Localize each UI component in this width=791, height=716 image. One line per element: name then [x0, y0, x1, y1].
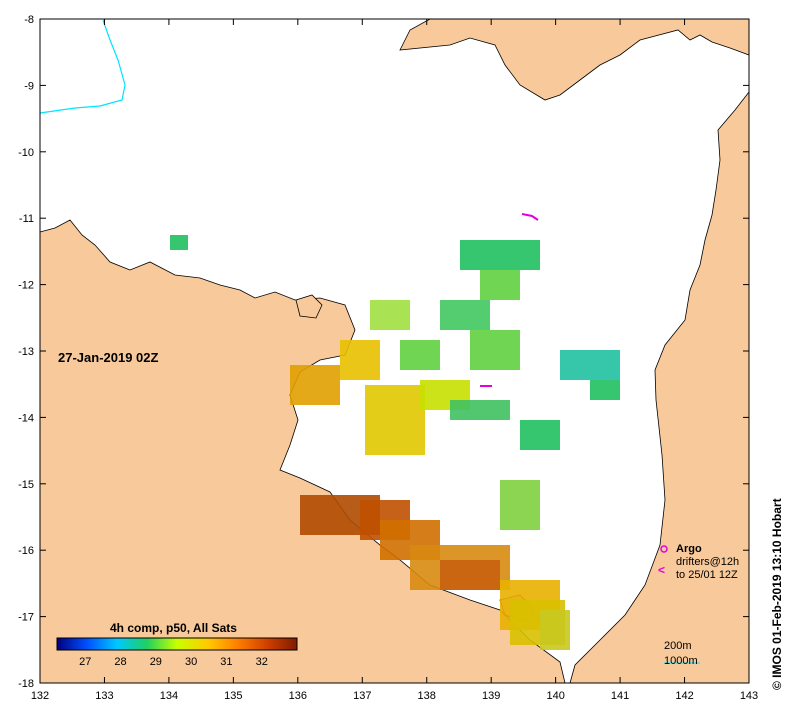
colorbar-title: 4h comp, p50, All Sats [110, 621, 237, 635]
lon-tick-label: 139 [482, 690, 500, 702]
land-east [569, 19, 750, 684]
lat-tick-label: -13 [18, 346, 34, 358]
drifters-legend-line2: to 25/01 12Z [676, 569, 738, 581]
depth-200m-label: 200m [664, 640, 692, 652]
lon-tick-label: 143 [740, 690, 758, 702]
sst-patch [440, 300, 490, 330]
colorbar-tick-label: 32 [256, 656, 268, 668]
lat-tick-label: -17 [18, 612, 34, 624]
colorbar-tick-label: 27 [79, 656, 91, 668]
sst-patch [340, 340, 380, 380]
colorbar-tick-label: 29 [150, 656, 162, 668]
colorbar-tick-label: 30 [185, 656, 197, 668]
drifter-marker: < [658, 563, 665, 577]
sst-patch [365, 385, 425, 455]
sst-patch [290, 365, 340, 405]
sst-patch [170, 235, 188, 250]
lon-tick-label: 142 [675, 690, 693, 702]
sst-patch [480, 270, 520, 300]
sst-patch [400, 340, 440, 370]
sst-patch [560, 350, 620, 380]
drifters-legend-line1: drifters@12h [676, 556, 740, 568]
lon-tick-label: 134 [160, 690, 178, 702]
sst-patch [590, 380, 620, 400]
lat-tick-label: -11 [19, 213, 34, 225]
credit-label: © IMOS 01-Feb-2019 13:10 Hobart [770, 498, 784, 690]
lat-tick-label: -14 [18, 412, 34, 424]
lon-tick-label: 133 [95, 690, 113, 702]
sst-patch [500, 480, 540, 530]
lat-tick-label: -10 [18, 147, 34, 159]
contour-200m [39, 19, 126, 114]
lon-tick-label: 140 [546, 690, 564, 702]
sst-patch [440, 560, 500, 590]
lon-tick-label: 138 [418, 690, 436, 702]
lon-tick-label: 132 [31, 690, 49, 702]
argo-legend-label: Argo [676, 543, 702, 555]
lat-tick-label: -8 [24, 14, 34, 26]
lon-tick-label: 136 [289, 690, 307, 702]
sst-observations [170, 235, 620, 650]
colorbar: 27 28 29 30 31 32 [56, 637, 298, 668]
date-label: 27-Jan-2019 02Z [58, 350, 159, 365]
colorbar-tick-label: 31 [220, 656, 232, 668]
lon-tick-label: 141 [611, 690, 629, 702]
lon-tick-label: 137 [353, 690, 371, 702]
sst-patch [470, 330, 520, 370]
sst-patch [370, 300, 410, 330]
land-west [39, 219, 566, 684]
lat-tick-label: -9 [24, 80, 34, 92]
colorbar-tick-label: 28 [114, 656, 126, 668]
longitude-axis: 132 133 134 135 136 137 138 139 140 141 142 143 [31, 19, 758, 702]
lat-tick-label: -12 [18, 280, 34, 292]
argo-marker [660, 545, 668, 553]
sst-patch [520, 420, 560, 450]
latitude-axis: -8 -9 -10 -11 -12 -13 -14 -15 -16 -17 -18 [18, 14, 749, 690]
sst-patch [460, 240, 540, 270]
island-groote [295, 294, 323, 319]
lon-tick-label: 135 [224, 690, 242, 702]
drifter-track [521, 213, 539, 221]
lat-tick-label: -15 [18, 479, 34, 491]
lat-tick-label: -18 [18, 678, 34, 690]
depth-1000m-label: 1000m [664, 655, 698, 667]
colorbar-gradient [56, 637, 298, 651]
sst-patch [540, 610, 570, 650]
lat-tick-label: -16 [18, 545, 34, 557]
sst-patch [450, 400, 510, 420]
